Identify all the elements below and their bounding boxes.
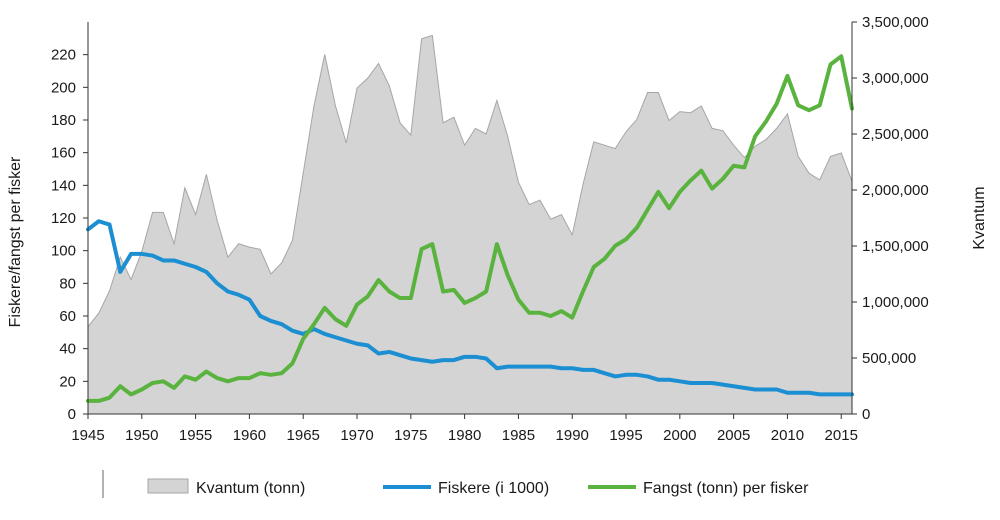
axes: 1945 1950 1955 1960 1965 1970 1975 1980 1985 1990…	[51, 14, 929, 444]
y-left-tick-label: 100	[51, 243, 76, 260]
x-tick-label: 1960	[233, 427, 266, 444]
x-tick-label: 1970	[340, 427, 373, 444]
y-right-tick-label: 500,000	[862, 350, 916, 367]
y-axis-left-title: Fiskere/fangst per fisker	[7, 156, 24, 327]
y-right-tick-label: 0	[862, 406, 870, 423]
x-tick-label: 2010	[771, 427, 804, 444]
y-right-tick-label: 3,000,000	[862, 70, 929, 87]
y-left-tick-label: 160	[51, 145, 76, 162]
x-tick-label: 1990	[556, 427, 589, 444]
y-right-tick-label: 1,000,000	[862, 294, 929, 311]
y-left-tick-label: 60	[59, 308, 76, 325]
x-tick-label: 2000	[663, 427, 696, 444]
x-tick-label: 1945	[71, 427, 104, 444]
y-left-tick-label: 120	[51, 210, 76, 227]
x-tick-label: 1980	[448, 427, 481, 444]
x-tick-label: 1975	[394, 427, 427, 444]
series-area-kvantum	[87, 34, 853, 415]
y-left-tick-label: 200	[51, 79, 76, 96]
y-left-tick-label: 220	[51, 47, 76, 64]
x-tick-label: 2015	[825, 427, 858, 444]
legend: Kvantum (tonn) Fiskere (i 1000) Fangst (to…	[102, 470, 809, 498]
legend-label: Kvantum (tonn)	[196, 480, 305, 497]
x-tick-label: 1950	[125, 427, 158, 444]
series-line-fiskere	[86, 219, 854, 397]
y-right-tick-label: 1,500,000	[862, 238, 929, 255]
y-left-tick-label: 0	[68, 406, 76, 423]
x-tick-label: 1985	[502, 427, 535, 444]
legend-label: Fiskere (i 1000)	[438, 480, 549, 497]
legend-label: Fangst (tonn) per fisker	[643, 480, 809, 497]
series-line-fangst-per-fisker	[86, 54, 854, 403]
y-axis-right-title: Kvantum	[971, 186, 988, 249]
y-left-tick-label: 40	[59, 341, 76, 358]
y-left-tick-label: 140	[51, 177, 76, 194]
x-tick-label: 1955	[179, 427, 212, 444]
plot-area	[86, 34, 854, 415]
y-right-tick-label: 2,000,000	[862, 182, 929, 199]
y-left-tick-label: 180	[51, 112, 76, 129]
legend-swatch-kvantum	[147, 478, 189, 494]
y-right-tick-label: 3,500,000	[862, 14, 929, 31]
x-tick-label: 1995	[609, 427, 642, 444]
y-left-tick-label: 20	[59, 373, 76, 390]
x-tick-label: 2005	[717, 427, 750, 444]
y-left-tick-label: 80	[59, 275, 76, 292]
y-right-tick-label: 2,500,000	[862, 126, 929, 143]
x-tick-label: 1965	[287, 427, 320, 444]
